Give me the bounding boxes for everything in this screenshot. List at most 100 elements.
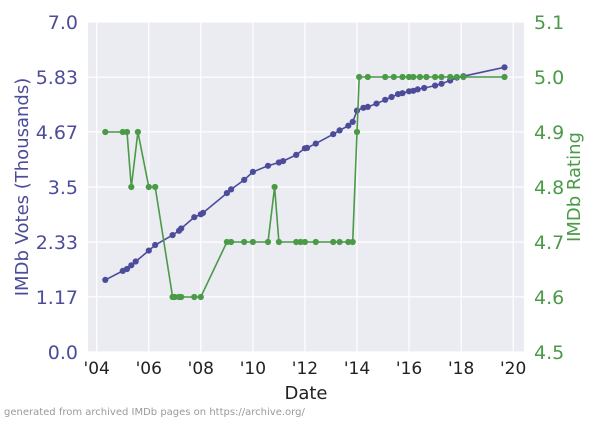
data-point — [312, 238, 319, 246]
right-tick-label: 4.8 — [534, 177, 564, 199]
left-tick-label: 0.0 — [48, 342, 78, 364]
data-point — [447, 73, 454, 81]
data-point — [353, 128, 361, 136]
x-tick-label: '16 — [396, 359, 422, 379]
data-point — [356, 73, 363, 81]
data-point — [223, 190, 230, 197]
data-point — [280, 158, 287, 165]
x-tick-label: '12 — [292, 359, 318, 379]
x-tick-label: '06 — [136, 359, 162, 379]
data-point — [102, 128, 109, 136]
right-tick-label: 5.0 — [534, 67, 564, 89]
data-point — [312, 140, 319, 147]
right-tick-label: 4.9 — [534, 122, 564, 144]
data-point — [501, 73, 508, 81]
data-point — [169, 232, 176, 239]
x-tick-label: '10 — [240, 359, 266, 379]
data-point — [336, 238, 343, 246]
data-point — [330, 131, 337, 138]
left-tick-label: 3.5 — [48, 177, 78, 199]
left-tick-label: 4.67 — [36, 122, 78, 144]
data-point — [438, 73, 445, 81]
data-point — [336, 127, 343, 134]
data-point — [264, 238, 272, 246]
data-point — [152, 183, 159, 191]
data-point — [228, 238, 235, 246]
data-point — [432, 82, 439, 89]
data-point — [301, 238, 308, 246]
data-point — [345, 122, 352, 129]
data-point — [416, 73, 423, 81]
x-tick-label: '14 — [344, 359, 370, 379]
data-point — [460, 73, 467, 81]
data-point — [128, 262, 135, 269]
rating-series — [102, 73, 508, 301]
right-axis-label: IMDb Rating — [564, 132, 585, 242]
data-point — [414, 86, 421, 93]
data-point — [432, 73, 439, 81]
data-point — [275, 238, 282, 246]
x-tick-label: '08 — [188, 359, 214, 379]
x-axis-ticks: '04 '06 '08 '10 '12 '14 '16 '18 '20 — [84, 359, 527, 379]
data-point — [132, 258, 139, 265]
data-point — [293, 238, 300, 246]
data-point — [349, 238, 356, 246]
data-point — [423, 73, 430, 81]
data-point — [388, 93, 395, 101]
data-point — [453, 73, 460, 81]
data-point — [501, 64, 508, 71]
data-point — [123, 128, 131, 136]
x-axis-label: Date — [284, 383, 327, 404]
data-point — [102, 276, 109, 283]
data-point — [297, 238, 304, 246]
left-tick-label: 1.17 — [36, 287, 78, 309]
right-tick-label: 4.7 — [534, 232, 564, 254]
x-tick-label: '18 — [448, 359, 474, 379]
data-point — [191, 214, 198, 221]
data-point — [264, 162, 272, 169]
data-point — [199, 209, 207, 216]
data-point — [145, 183, 152, 191]
data-point — [382, 96, 389, 103]
data-point — [228, 186, 235, 193]
data-point — [191, 293, 198, 301]
left-tick-label: 5.83 — [36, 67, 78, 89]
data-point — [373, 100, 380, 107]
data-point — [197, 293, 204, 301]
right-tick-label: 4.5 — [534, 342, 564, 364]
data-point — [241, 176, 248, 183]
data-point — [364, 103, 371, 110]
right-axis-ticks: 4.5 4.6 4.7 4.8 4.9 5.0 5.1 — [534, 12, 564, 364]
right-tick-label: 5.1 — [534, 12, 564, 34]
data-point — [134, 128, 141, 136]
left-axis-ticks: 0.0 1.17 2.33 3.5 4.67 5.83 7.0 — [36, 12, 78, 364]
data-point — [399, 73, 406, 81]
data-point — [349, 118, 356, 125]
data-point — [330, 238, 337, 246]
data-point — [178, 225, 185, 232]
data-point — [249, 238, 256, 246]
data-point — [405, 73, 413, 81]
data-point — [128, 183, 135, 191]
data-point — [271, 183, 278, 191]
data-point — [382, 73, 389, 81]
left-tick-label: 7.0 — [48, 12, 78, 34]
data-point — [152, 241, 159, 249]
data-point — [364, 73, 371, 81]
x-tick-label: '20 — [500, 359, 526, 379]
data-point — [438, 80, 445, 87]
footer-note: generated from archived IMDb pages on ht… — [4, 407, 305, 418]
data-point — [399, 90, 406, 97]
data-point — [304, 144, 311, 151]
data-point — [123, 265, 131, 273]
data-point — [390, 73, 397, 81]
data-point — [345, 238, 352, 246]
data-point — [410, 73, 417, 81]
data-point — [178, 293, 185, 301]
data-point — [145, 247, 152, 254]
left-axis-label: IMDb Votes (Thousands) — [12, 78, 33, 297]
left-tick-label: 2.33 — [36, 232, 78, 254]
data-point — [421, 84, 428, 92]
